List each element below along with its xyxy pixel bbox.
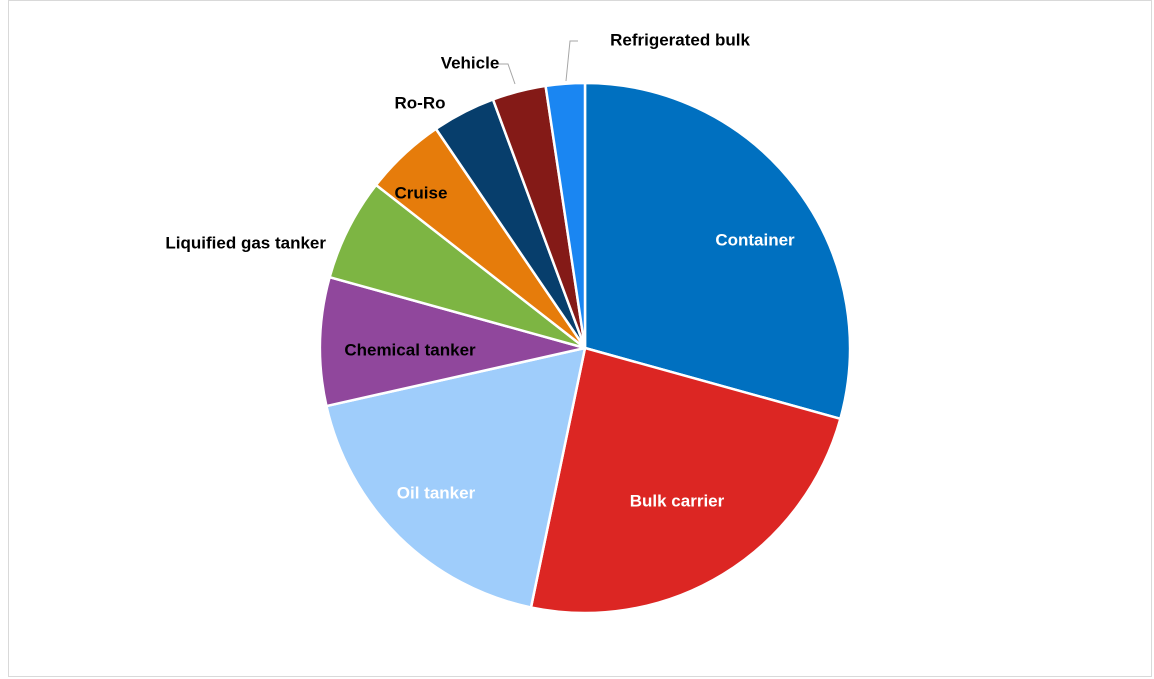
slice-label-chemical-tanker: Chemical tanker [344,340,476,359]
slice-label-refrigerated-bulk: Refrigerated bulk [610,30,750,49]
pie-slice-chemical-tanker [318,275,587,408]
pie-slice-container [583,81,852,421]
pie-slice-bulk-carrier [529,346,842,615]
slice-label-vehicle: Vehicle [441,53,500,72]
slice-label-oil-tanker: Oil tanker [397,483,476,502]
slice-label-bulk-carrier: Bulk carrier [630,491,725,510]
leader-line-vehicle [496,63,516,85]
slice-label-cruise: Cruise [395,183,448,202]
slice-label-liquified-gas-tanker: Liquified gas tanker [165,233,326,252]
pie-slice-refrigerated-bulk [544,81,587,350]
pie-slice-oil-tanker [325,346,587,609]
leader-line-refrigerated-bulk [565,40,578,82]
slice-label-container: Container [715,230,795,249]
slice-label-ro-ro: Ro-Ro [395,93,446,112]
